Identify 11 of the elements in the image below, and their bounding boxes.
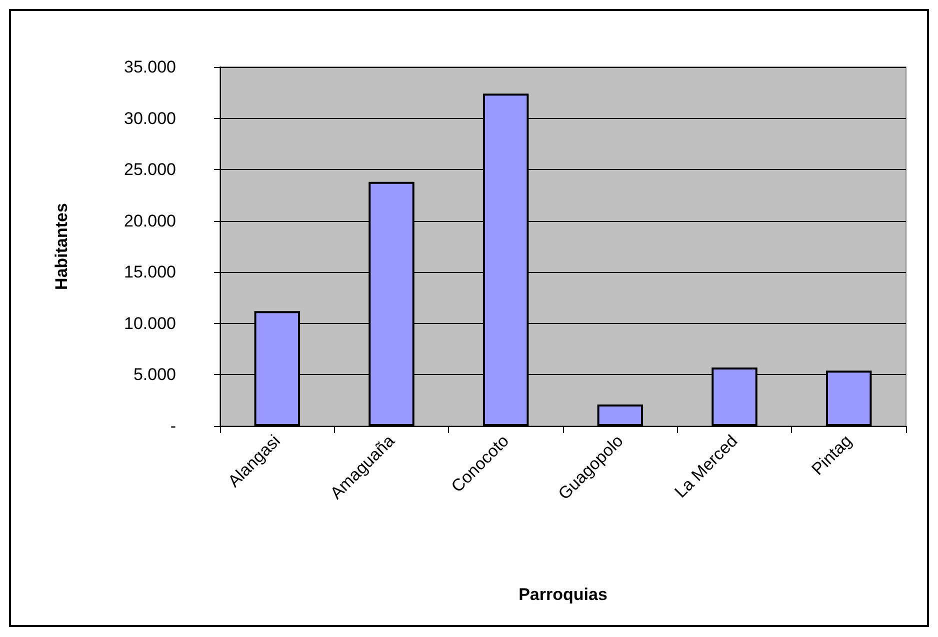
y-axis-title: Habitantes xyxy=(52,203,71,290)
y-tick-label: 25.000 xyxy=(124,160,176,180)
y-tick-label: 5.000 xyxy=(133,365,176,384)
bar xyxy=(597,404,644,426)
y-tick-label: 10.000 xyxy=(124,314,176,333)
x-axis-title: Parroquias xyxy=(518,585,608,604)
y-tick-label: 15.000 xyxy=(124,262,176,282)
y-tick-label: - xyxy=(170,416,176,436)
y-tick-label: 20.000 xyxy=(124,211,176,230)
y-tick-label: 35.000 xyxy=(124,58,176,76)
y-tick-label: 30.000 xyxy=(124,108,176,128)
